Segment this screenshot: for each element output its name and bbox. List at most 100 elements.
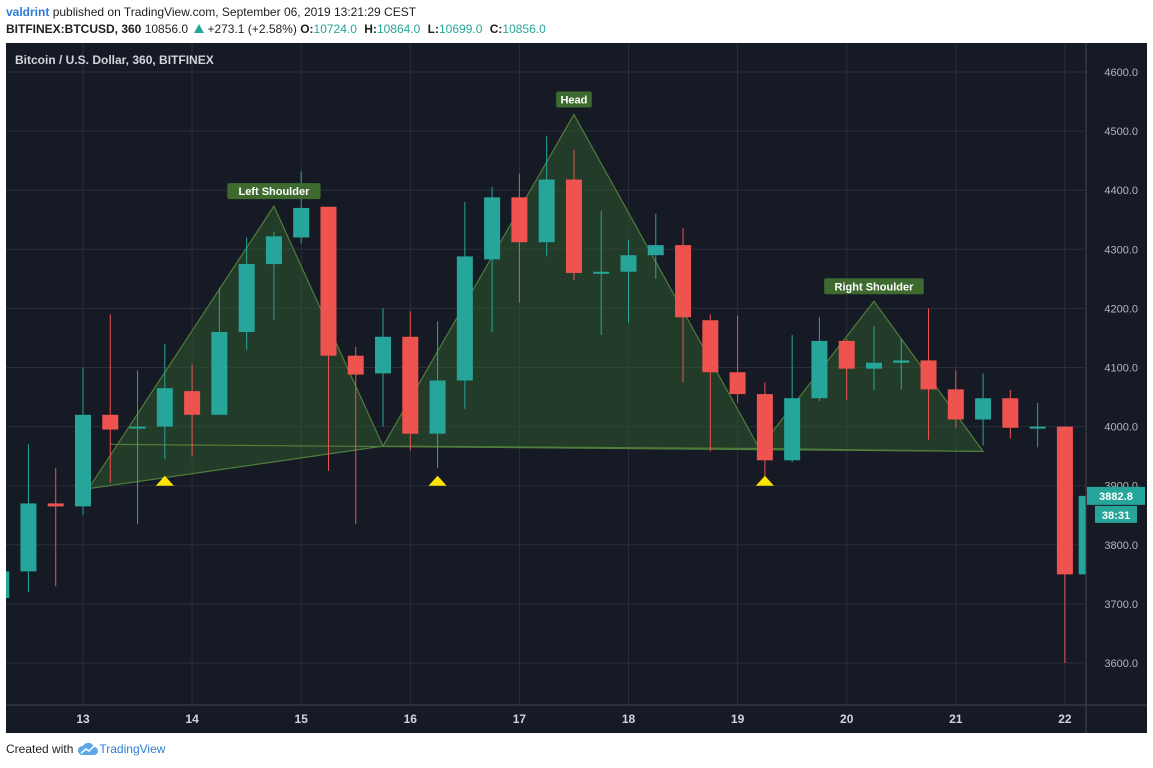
candle-up: [456, 202, 473, 409]
markers-layer: [155, 475, 774, 486]
candle-body: [756, 394, 773, 461]
time-tick-label: 22: [1058, 712, 1072, 726]
chart-title: Bitcoin / U.S. Dollar, 360, BITFINEX: [15, 53, 214, 67]
price-tick-label: 3600.0: [1104, 658, 1138, 670]
candle-body: [156, 388, 173, 427]
candle-body: [647, 245, 664, 256]
last-price-tag: 3882.8 38:31: [1087, 486, 1145, 523]
candle-up: [893, 339, 910, 390]
candle-down: [729, 315, 746, 403]
price-tick-label: 4300.0: [1104, 244, 1138, 256]
candle-down: [320, 206, 337, 471]
candle-body: [429, 380, 446, 434]
candle-up: [238, 237, 255, 350]
low-value: 10699.0: [439, 22, 483, 36]
marker-triangle-icon: [755, 475, 774, 486]
candle-body: [238, 264, 255, 333]
time-tick-label: 13: [76, 712, 90, 726]
author-link[interactable]: valdrint: [6, 5, 50, 19]
candle-down: [565, 150, 582, 281]
candle-down: [102, 314, 119, 483]
candle-body: [75, 414, 91, 507]
time-tick-label: 18: [622, 712, 636, 726]
neckline: [110, 443, 984, 453]
candle-body: [975, 398, 992, 420]
change-value: +273.1 (+2.58%): [207, 22, 297, 36]
footer: Created with TradingView: [6, 742, 165, 756]
candles-layer: [6, 135, 1095, 663]
open-label: O:: [300, 22, 314, 36]
candle-body: [47, 503, 64, 507]
candle-body: [920, 360, 937, 390]
candle-body: [565, 179, 582, 273]
candle-up: [129, 370, 146, 525]
time-tick-label: 14: [185, 712, 199, 726]
candle-down: [1002, 389, 1019, 439]
candle-body: [1056, 426, 1073, 575]
price-chart[interactable]: Left Shoulder Head Right Shoulder 3600.0 37…: [6, 43, 1147, 733]
candle-body: [784, 398, 801, 461]
tradingview-brand-label: TradingView: [99, 742, 166, 756]
time-tick-label: 16: [404, 712, 418, 726]
countdown-box: [1095, 505, 1137, 523]
label-box: [227, 183, 321, 200]
candle-up: [620, 240, 637, 324]
marker-triangle-icon: [428, 475, 447, 486]
published-text: published on TradingView.com, September …: [52, 5, 417, 19]
tradingview-brand[interactable]: TradingView: [77, 742, 165, 756]
label-box: [556, 91, 592, 108]
candle-body: [265, 236, 282, 265]
time-tick-label: 17: [513, 712, 527, 726]
candle-body: [511, 197, 528, 243]
candle-body: [893, 360, 910, 363]
price-tick-label: 3700.0: [1104, 599, 1138, 611]
candle-body: [484, 197, 501, 260]
left-shoulder-label: Left Shoulder: [227, 183, 321, 200]
high-label: H:: [364, 22, 377, 36]
candle-up: [6, 571, 10, 598]
candle-body: [811, 340, 828, 399]
candle-body: [456, 256, 473, 381]
candle-body: [320, 206, 337, 356]
open-value: 10724.0: [313, 22, 357, 36]
candle-body: [729, 372, 746, 395]
candle-body: [402, 336, 419, 434]
time-tick-label: 15: [295, 712, 309, 726]
candle-up: [975, 373, 992, 446]
price-tick-label: 4500.0: [1104, 126, 1138, 138]
candle-up: [538, 135, 555, 257]
candle-down: [947, 370, 964, 428]
last-price-box: [1087, 486, 1145, 505]
candle-body: [838, 340, 855, 369]
last-price-text: 3882.8: [1099, 491, 1133, 503]
candle-down: [1056, 426, 1073, 663]
label-text: Right Shoulder: [835, 281, 915, 293]
marker-triangle-icon: [155, 475, 174, 486]
candle-up: [593, 210, 610, 335]
close-value: 10856.0: [502, 22, 546, 36]
candle-up: [811, 317, 828, 402]
candle-down: [675, 228, 692, 383]
symbol-label: BITFINEX:BTCUSD, 360: [6, 22, 142, 36]
candle-up: [20, 444, 37, 593]
candle-body: [293, 207, 310, 238]
pattern-labels: Left Shoulder Head Right Shoulder: [227, 91, 924, 295]
candle-down: [920, 308, 937, 440]
time-tick-label: 19: [731, 712, 745, 726]
price-scale-background: [1086, 43, 1147, 705]
created-with-text: Created with: [6, 742, 74, 756]
high-value: 10864.0: [376, 22, 421, 36]
candle-up: [429, 321, 446, 468]
up-arrow-icon: [194, 24, 205, 33]
candle-down: [402, 311, 419, 451]
label-text: Head: [560, 95, 587, 107]
countdown-text: 38:31: [1102, 510, 1130, 522]
tradingview-cloud-icon: [78, 742, 99, 755]
candle-body: [702, 320, 719, 373]
candle-body: [184, 391, 201, 415]
candle-down: [511, 173, 528, 303]
price-tick-label: 4200.0: [1104, 303, 1138, 315]
price-tick-label: 4400.0: [1104, 185, 1138, 197]
candle-up: [375, 308, 392, 427]
time-axis[interactable]: 13 14 15 16 17 18 19 20 21 22: [76, 712, 1072, 726]
